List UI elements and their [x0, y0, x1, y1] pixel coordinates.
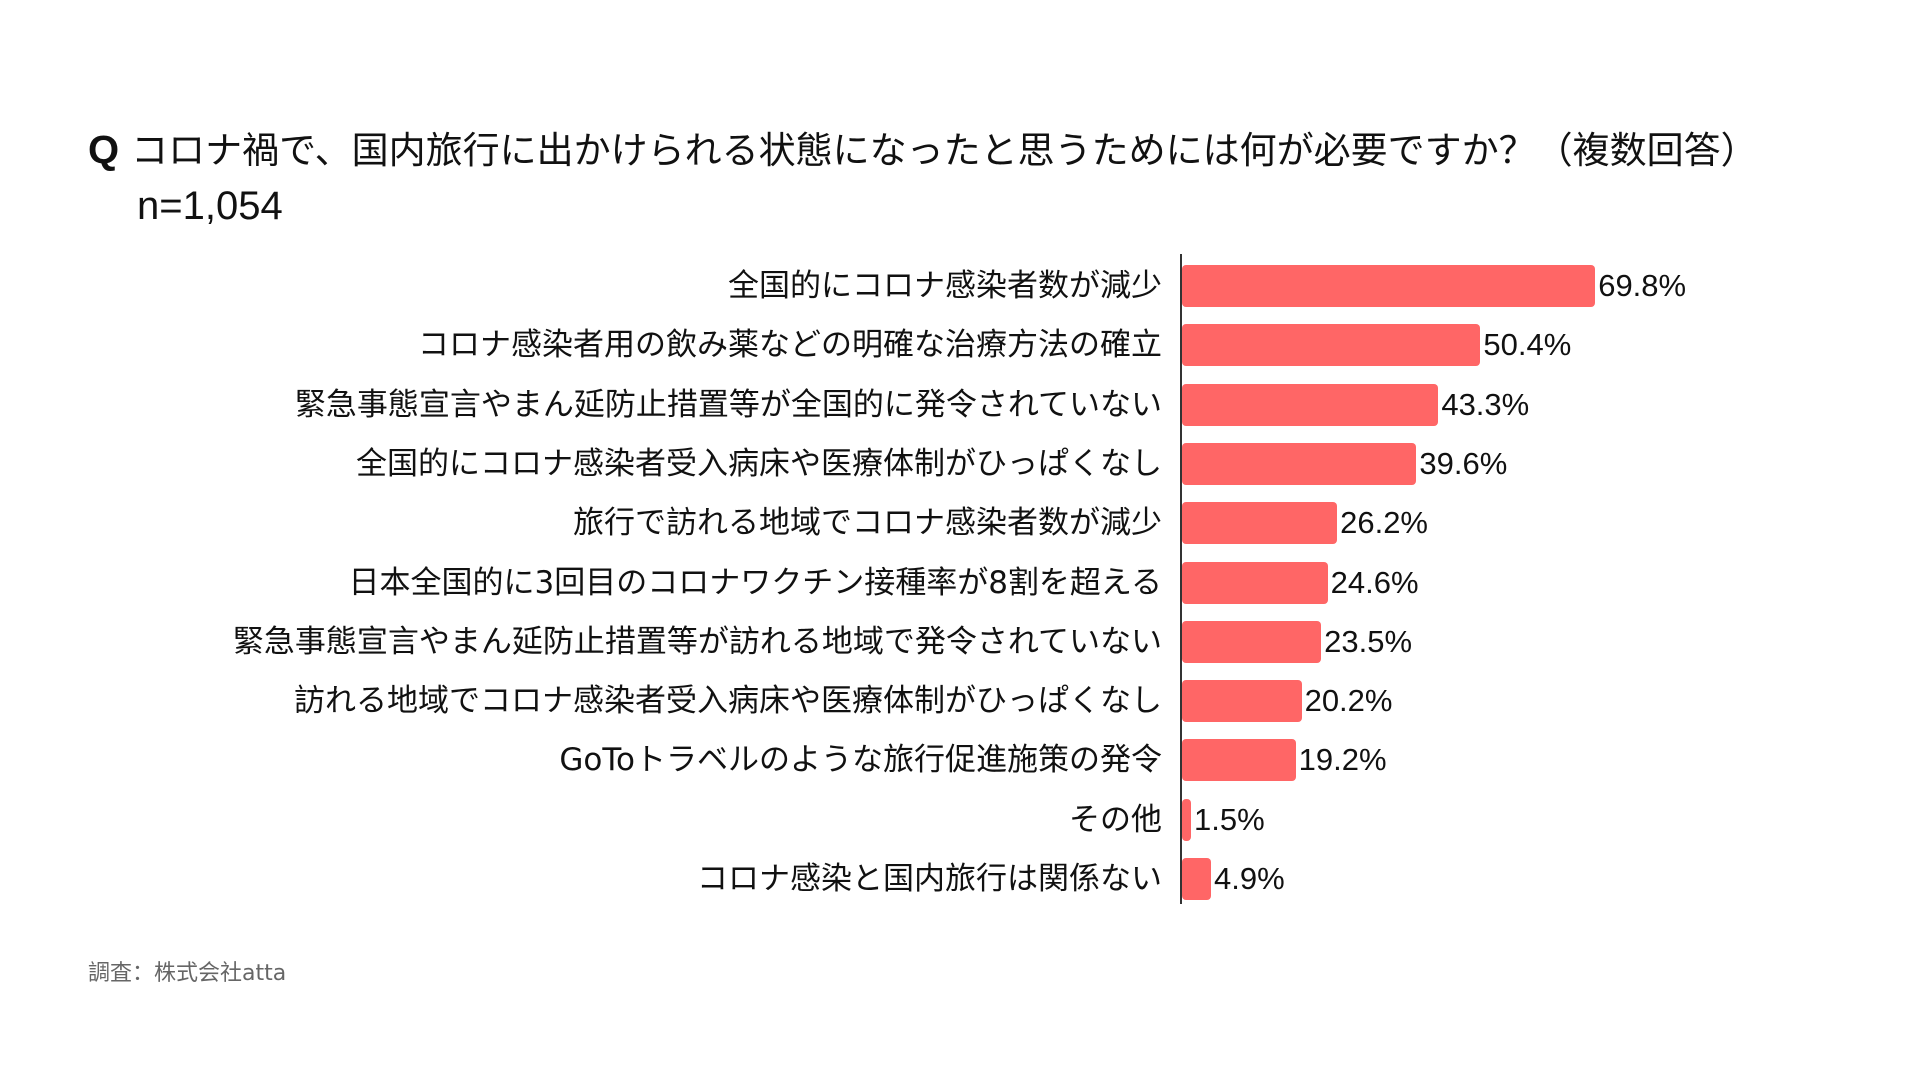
category-label: 緊急事態宣言やまん延防止措置等が全国的に発令されていない — [294, 387, 1162, 423]
category-label: 旅行で訪れる地域でコロナ感染者数が減少 — [573, 505, 1162, 541]
category-label: コロナ感染者用の飲み薬などの明確な治療方法の確立 — [418, 327, 1162, 363]
value-label: 26.2% — [1340, 505, 1428, 540]
bar-row: 全国的にコロナ感染者数が減少 69.8% — [0, 265, 1920, 307]
value-label: 50.4% — [1483, 327, 1572, 362]
question-mark-q: Q — [88, 128, 120, 172]
bar-row: GoToトラベルのような旅行促進施策の発令 19.2% — [0, 739, 1920, 781]
bar — [1182, 562, 1328, 604]
bar-row: 緊急事態宣言やまん延防止措置等が全国的に発令されていない 43.3% — [0, 384, 1920, 426]
bar — [1182, 265, 1596, 307]
bar — [1182, 680, 1302, 722]
value-label: 69.8% — [1598, 268, 1687, 303]
y-axis-line — [1180, 254, 1182, 904]
chart-title: Q コロナ禍で、国内旅行に出かけられる状態になったと思うためには何が必要ですか？（… — [88, 124, 1758, 177]
bar-row: 日本全国的に3回目のコロナワクチン接種率が8割を超える 24.6% — [0, 562, 1920, 604]
value-label: 43.3% — [1441, 387, 1530, 422]
category-label: 訪れる地域でコロナ感染者受入病床や医療体制がひっぱくなし — [294, 683, 1162, 719]
bar-row: その他 1.5% — [0, 799, 1920, 841]
bar-row: コロナ感染と国内旅行は関係ない 4.9% — [0, 858, 1920, 900]
bar-row: 全国的にコロナ感染者受入病床や医療体制がひっぱくなし 39.6% — [0, 443, 1920, 485]
value-label: 39.6% — [1419, 446, 1508, 481]
category-label: その他 — [1069, 802, 1162, 838]
category-label: コロナ感染と国内旅行は関係ない — [697, 861, 1162, 897]
value-label: 4.9% — [1214, 861, 1285, 896]
source-note: 調査：株式会社atta — [88, 961, 287, 986]
bar-row: 緊急事態宣言やまん延防止措置等が訪れる地域で発令されていない 23.5% — [0, 621, 1920, 663]
value-label: 24.6% — [1330, 565, 1419, 600]
question-text: コロナ禍で、国内旅行に出かけられる状態になったと思うためには何が必要ですか？（複… — [131, 129, 1758, 172]
bar — [1182, 739, 1296, 781]
bar — [1182, 384, 1439, 426]
bar — [1182, 324, 1481, 366]
category-label: GoToトラベルのような旅行促進施策の発令 — [559, 742, 1162, 778]
bar-row: コロナ感染者用の飲み薬などの明確な治療方法の確立 50.4% — [0, 324, 1920, 366]
category-label: 全国的にコロナ感染者受入病床や医療体制がひっぱくなし — [356, 446, 1162, 482]
bar — [1182, 799, 1191, 841]
bar — [1182, 443, 1417, 485]
sample-size: n=1,054 — [137, 184, 283, 228]
category-label: 緊急事態宣言やまん延防止措置等が訪れる地域で発令されていない — [232, 624, 1162, 660]
bar-row: 旅行で訪れる地域でコロナ感染者数が減少 26.2% — [0, 502, 1920, 544]
category-label: 全国的にコロナ感染者数が減少 — [728, 268, 1162, 304]
bar-row: 訪れる地域でコロナ感染者受入病床や医療体制がひっぱくなし 20.2% — [0, 680, 1920, 722]
value-label: 1.5% — [1194, 802, 1265, 837]
bar — [1182, 858, 1211, 900]
category-label: 日本全国的に3回目のコロナワクチン接種率が8割を超える — [348, 565, 1162, 601]
bar — [1182, 621, 1322, 663]
value-label: 23.5% — [1324, 624, 1413, 659]
bar — [1182, 502, 1338, 544]
value-label: 20.2% — [1304, 683, 1393, 718]
value-label: 19.2% — [1298, 742, 1387, 777]
